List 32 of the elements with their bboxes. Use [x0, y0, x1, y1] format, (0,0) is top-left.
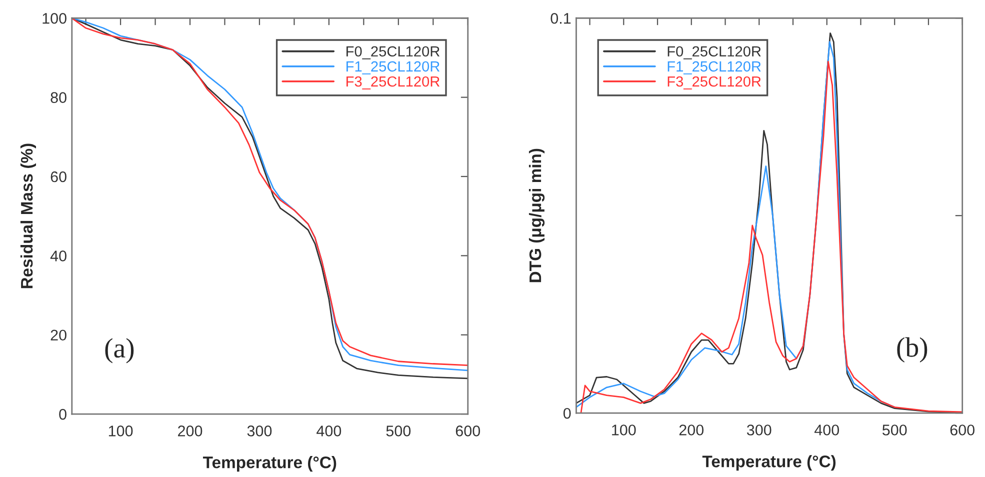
x-tick-label: 600: [950, 424, 974, 436]
y-tick-label: 0: [563, 408, 571, 419]
x-tick-label: 400: [316, 426, 342, 436]
y-tick-label: 0.1: [550, 12, 571, 24]
legend-label: F1_25CL120R: [346, 61, 440, 74]
y-tick-label: 20: [50, 330, 66, 341]
x-tick-label: 400: [814, 424, 840, 436]
x-tick-label: 500: [386, 426, 411, 436]
y-axis-title: DTG (μg/μgi min): [528, 148, 545, 282]
x-tick-label: 600: [456, 426, 480, 436]
x-tick-label: 200: [679, 424, 704, 436]
x-tick-label: 100: [108, 426, 133, 436]
y-axis-title: Residual Mass (%): [20, 144, 36, 288]
x-axis-title: Temperature (°C): [702, 455, 836, 471]
x-tick-label: 300: [247, 426, 272, 436]
x-tick-label: 500: [882, 424, 907, 436]
legend-label: F3_25CL120R: [668, 76, 761, 90]
x-axis-title: Temperature (°C): [203, 456, 336, 472]
legend-label: F1_25CL120R: [668, 61, 761, 74]
annotation: (b): [897, 337, 928, 362]
y-tick-label: 40: [50, 250, 66, 262]
y-tick-label: 0: [59, 408, 66, 420]
y-tick-label: 100: [42, 12, 66, 24]
annotation: (a): [105, 338, 134, 364]
y-tick-label: 80: [50, 92, 66, 103]
x-tick-label: 100: [612, 424, 636, 436]
legend-label: F0_25CL120R: [346, 46, 440, 60]
legend-label: F0_25CL120R: [668, 46, 761, 60]
legend-label: F3_25CL120R: [346, 76, 440, 90]
x-tick-label: 300: [746, 424, 772, 436]
x-tick-label: 200: [178, 426, 202, 436]
y-tick-label: 60: [50, 171, 66, 182]
